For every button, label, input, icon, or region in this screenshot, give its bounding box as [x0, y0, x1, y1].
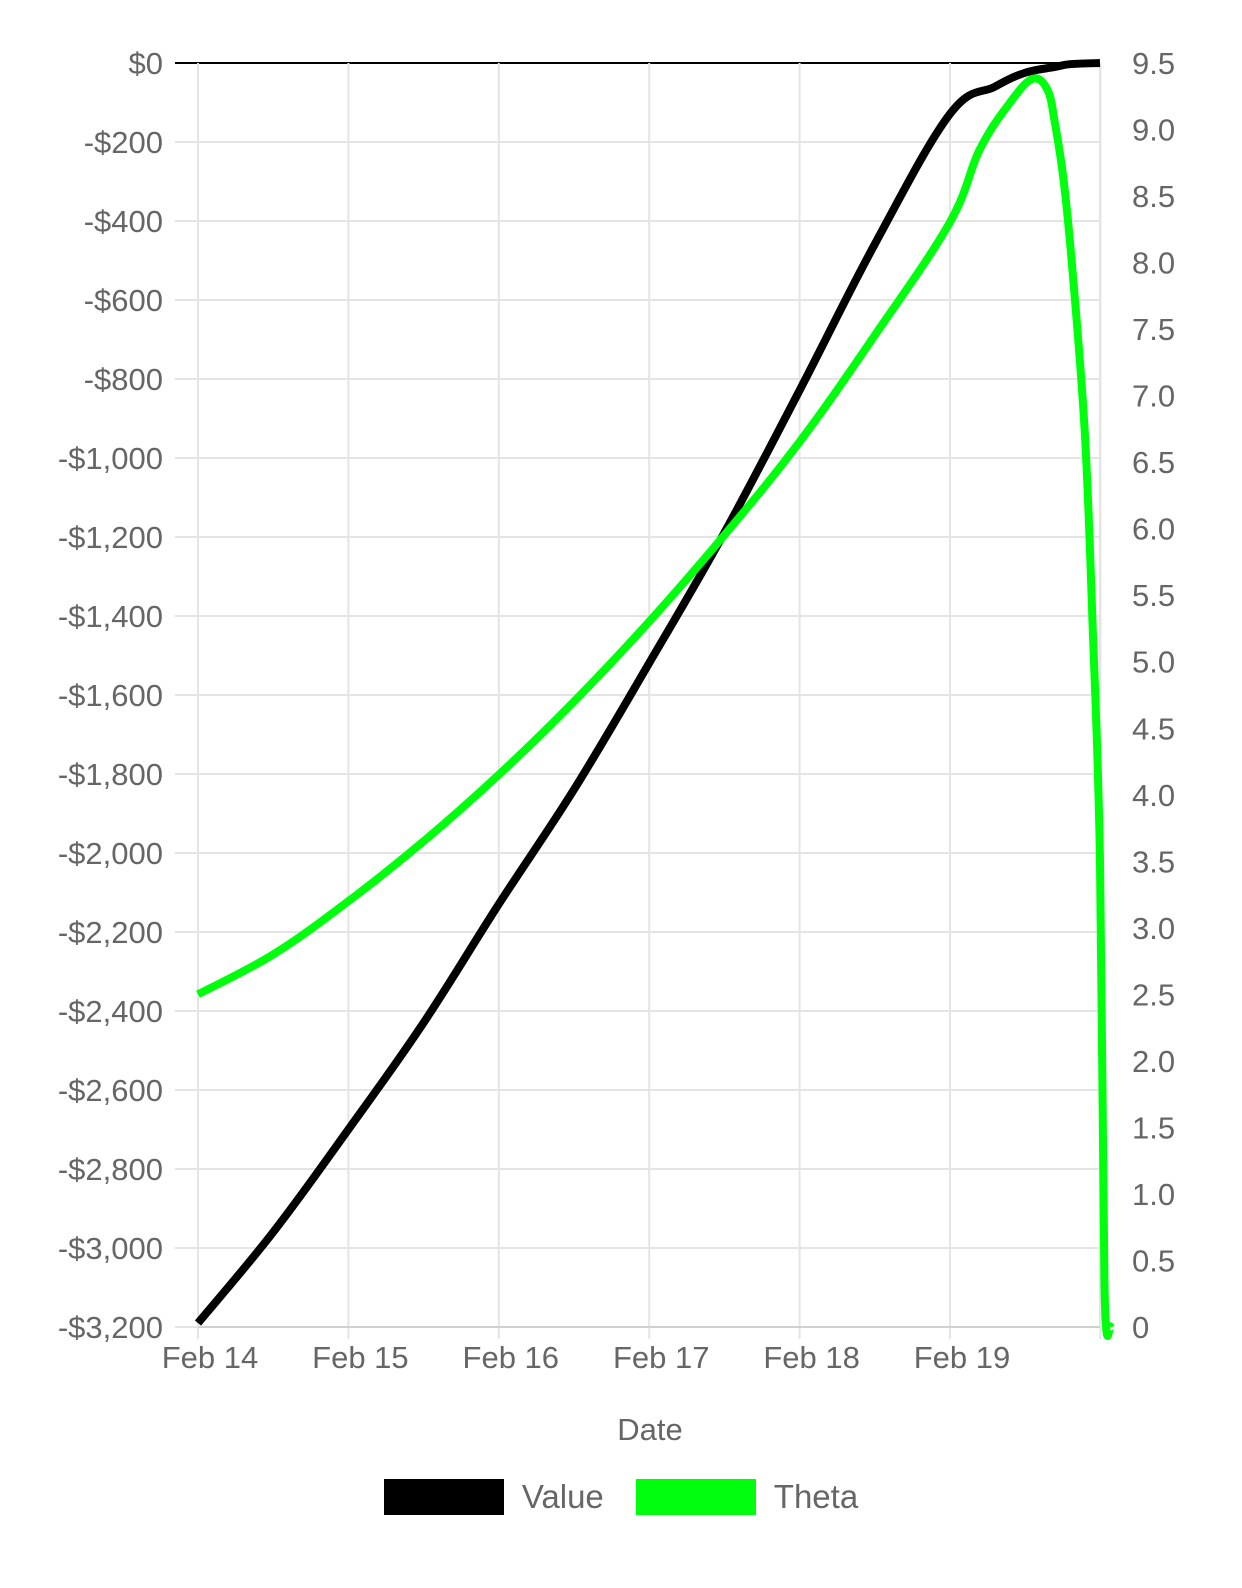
legend-label-theta: Theta — [773, 1478, 859, 1515]
y-right-tick-label: 1.0 — [1132, 1177, 1175, 1212]
series-line-theta — [196, 74, 1115, 1340]
y-left-tick-label: -$1,400 — [58, 599, 163, 634]
legend-item-value[interactable]: Value — [383, 1478, 604, 1516]
y-right-tick-label: 3.0 — [1132, 911, 1175, 946]
y-right-tick-label: 8.5 — [1132, 179, 1175, 214]
series-lines — [194, 59, 1115, 1340]
grid — [175, 62, 1102, 1339]
legend-label-value: Value — [521, 1478, 604, 1515]
y-right-tick-label: 2.0 — [1132, 1044, 1175, 1079]
x-tick-label: Feb 16 — [463, 1340, 560, 1375]
y-axis-left: $0 -$200 -$400 -$600 -$800 -$1,000 -$1,200 -$1,… — [58, 46, 163, 1345]
y-left-tick-label: -$2,600 — [58, 1073, 163, 1108]
legend-swatch-theta — [635, 1479, 756, 1515]
x-tick-label: Feb 17 — [613, 1340, 710, 1375]
y-left-tick-label: -$3,000 — [58, 1231, 163, 1266]
x-tick-label: Feb 18 — [763, 1340, 860, 1375]
y-left-tick-label: -$2,200 — [58, 915, 163, 950]
y-left-tick-label: -$200 — [84, 125, 163, 160]
y-left-tick-label: -$3,200 — [58, 1310, 163, 1345]
legend-swatch-value — [383, 1479, 504, 1515]
y-right-tick-label: 4.5 — [1132, 711, 1175, 746]
y-left-tick-label: -$400 — [84, 204, 163, 239]
x-axis: Feb 14 Feb 15 Feb 16 Feb 17 Feb 18 Feb 19 — [162, 1340, 1011, 1375]
y-left-tick-label: -$1,200 — [58, 520, 163, 555]
x-tick-label: Feb 14 — [162, 1340, 259, 1375]
y-right-tick-label: 9.0 — [1132, 113, 1175, 148]
x-tick-label: Feb 15 — [312, 1340, 409, 1375]
y-left-tick-label: -$2,000 — [58, 836, 163, 871]
y-right-tick-label: 4.0 — [1132, 778, 1175, 813]
y-left-tick-label: -$1,800 — [58, 757, 163, 792]
x-tick-label: Feb 19 — [914, 1340, 1011, 1375]
y-right-tick-label: 1.5 — [1132, 1110, 1175, 1145]
legend: Value Theta — [0, 1478, 1242, 1516]
y-right-tick-label: 6.0 — [1132, 512, 1175, 547]
y-left-tick-label: -$2,400 — [58, 994, 163, 1029]
y-left-tick-label: -$600 — [84, 283, 163, 318]
y-right-tick-label: 7.0 — [1132, 379, 1175, 414]
y-right-tick-label: 5.0 — [1132, 645, 1175, 680]
y-right-tick-label: 0.5 — [1132, 1243, 1175, 1278]
y-left-tick-label: -$800 — [84, 362, 163, 397]
x-axis-title: Date — [617, 1412, 682, 1447]
y-right-tick-label: 5.5 — [1132, 578, 1175, 613]
legend-item-theta[interactable]: Theta — [635, 1478, 859, 1516]
y-right-tick-label: 6.5 — [1132, 445, 1175, 480]
y-left-tick-label: -$1,600 — [58, 678, 163, 713]
y-axis-right: 9.5 9.0 8.5 8.0 7.5 7.0 6.5 6.0 5.5 5.0 4.5 4.0 3.5 3… — [1132, 46, 1175, 1345]
y-right-tick-label: 8.0 — [1132, 246, 1175, 281]
y-left-tick-label: -$2,800 — [58, 1152, 163, 1187]
y-right-tick-label: 3.5 — [1132, 844, 1175, 879]
y-left-tick-label: $0 — [129, 46, 163, 81]
y-left-tick-label: -$1,000 — [58, 441, 163, 476]
y-right-tick-label: 9.5 — [1132, 46, 1175, 81]
y-right-tick-label: 2.5 — [1132, 977, 1175, 1012]
y-right-tick-label: 7.5 — [1132, 312, 1175, 347]
y-right-tick-label: 0 — [1132, 1310, 1149, 1345]
